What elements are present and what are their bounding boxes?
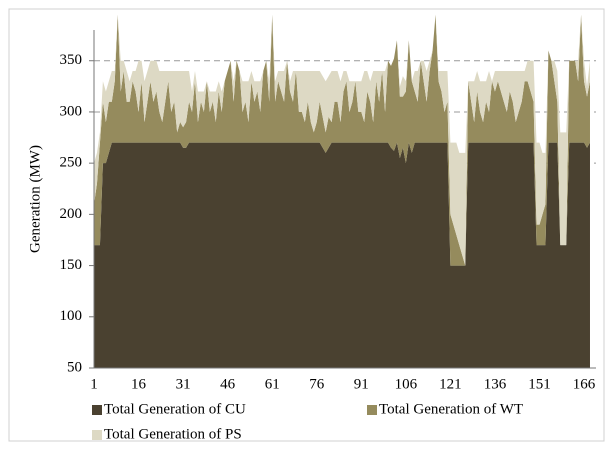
- y-tick-label: 300: [60, 103, 83, 119]
- legend-label: Total Generation of WT: [379, 401, 523, 417]
- x-tick-label: 166: [573, 376, 596, 392]
- legend-swatch: [367, 405, 377, 415]
- x-tick-label: 76: [309, 376, 325, 392]
- y-axis-title: Generation (MW): [27, 145, 43, 253]
- y-tick-label: 100: [60, 308, 83, 324]
- area: [94, 14, 590, 266]
- y-tick-label: 250: [60, 155, 83, 171]
- y-tick-label: 50: [67, 359, 82, 375]
- x-tick-label: 136: [484, 376, 507, 392]
- y-tick-label: 350: [60, 52, 83, 68]
- area: [94, 142, 590, 368]
- y-tick-label: 200: [60, 206, 83, 222]
- x-tick-label: 31: [176, 376, 191, 392]
- area: [94, 14, 590, 266]
- x-tick-label: 91: [354, 376, 369, 392]
- x-tick-label: 151: [528, 376, 551, 392]
- x-tick-label: 61: [265, 376, 280, 392]
- x-tick-label: 106: [395, 376, 418, 392]
- legend-label: Total Generation of CU: [104, 401, 246, 417]
- legend-swatch: [92, 405, 102, 415]
- x-tick-label: 16: [131, 376, 147, 392]
- x-tick-label: 1: [90, 376, 98, 392]
- x-tick-label: 121: [439, 376, 462, 392]
- legend-label: Total Generation of PS: [104, 426, 242, 442]
- legend-swatch: [92, 430, 102, 440]
- x-tick-label: 46: [220, 376, 236, 392]
- y-tick-label: 150: [60, 257, 83, 273]
